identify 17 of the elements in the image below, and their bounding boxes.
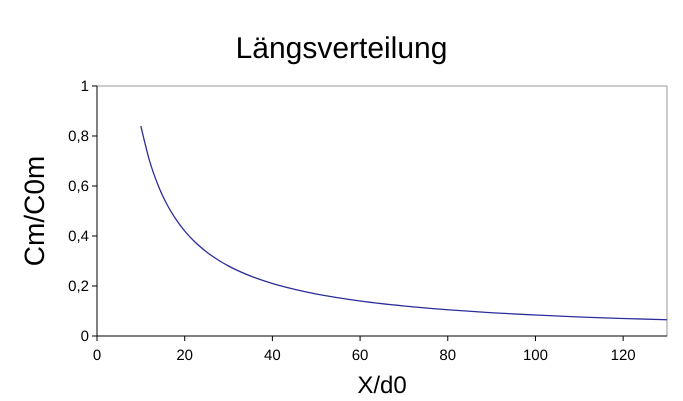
y-tick-label: 0,4: [68, 228, 89, 245]
y-tick-label: 0,8: [68, 128, 89, 145]
x-tick-label: 100: [522, 347, 548, 364]
line-series: [140, 125, 668, 320]
x-tick-label: 60: [352, 347, 368, 364]
y-axis-title: Cm/C0m: [19, 156, 50, 266]
chart-title: Längsverteilung: [236, 32, 448, 65]
y-tick-label: 0: [80, 328, 89, 345]
y-tick-label: 1: [80, 78, 89, 95]
x-tick-label: 20: [176, 347, 194, 364]
x-tick-label: 0: [92, 347, 102, 364]
x-tick-label: 40: [264, 347, 281, 364]
y-tick-label: 0,2: [68, 278, 89, 295]
x-tick-label: 120: [610, 347, 636, 364]
x-tick-label: 80: [439, 347, 456, 364]
x-axis-title: X/d0: [357, 372, 407, 399]
y-tick-label: 0,6: [68, 178, 89, 195]
